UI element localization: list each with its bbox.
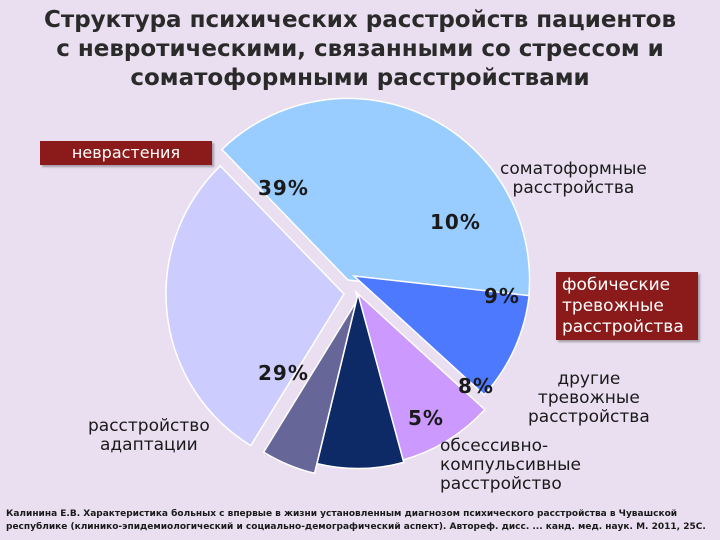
label-other-anxiety: другие тревожные расстройства [528, 370, 650, 427]
label-phobic: фобические тревожные расстройства [556, 272, 698, 340]
label-nevrastenia: неврастения [40, 141, 212, 165]
chart-title: Структура психических расстройств пациен… [0, 6, 720, 93]
label-phobic-line-1: фобические [562, 275, 671, 295]
label-ocd: обсессивно- компульсивные расстройство [440, 437, 581, 494]
title-line-2: с невротическими, связанными со стрессом… [56, 36, 664, 62]
label-somatoform-line-1: соматоформные [500, 159, 647, 179]
label-somatoform-line-2: расстройства [512, 178, 635, 198]
label-ocd-line-2: компульсивные [440, 455, 581, 475]
pct-label-adaptation: 29% [258, 361, 309, 385]
pie-slice-ocd [262, 301, 357, 475]
label-other-anxiety-line-3: расстройства [528, 407, 650, 427]
label-somatoform: соматоформные расстройства [500, 160, 647, 198]
title-line-3: соматоформными расстройствами [130, 65, 590, 91]
footnote: Калинина Е.В. Характеристика больных с в… [6, 509, 706, 532]
pct-label-ocd: 5% [408, 406, 444, 430]
pct-label-phobic: 9% [484, 284, 520, 308]
label-adaptation-line-2: адаптации [100, 435, 198, 455]
label-phobic-line-2: тревожные [562, 296, 664, 316]
pie-slice-adaptation [165, 164, 345, 447]
pct-label-somatoform: 10% [430, 210, 481, 234]
label-ocd-line-3: расстройство [440, 474, 562, 494]
pie-slice-nevrastenia [220, 97, 531, 302]
label-other-anxiety-line-1: другие [557, 369, 621, 389]
label-ocd-line-1: обсессивно- [440, 436, 549, 456]
pct-label-nevrastenia: 39% [258, 176, 309, 200]
pct-label-other-anxiety: 8% [458, 374, 494, 398]
label-phobic-line-3: расстройства [562, 317, 684, 337]
title-line-1: Структура психических расстройств пациен… [43, 7, 677, 33]
label-adaptation: расстройство адаптации [88, 417, 210, 455]
pie-slice-somatoform [351, 274, 530, 396]
label-adaptation-line-1: расстройство [88, 416, 210, 436]
label-other-anxiety-line-2: тревожные [537, 388, 640, 408]
